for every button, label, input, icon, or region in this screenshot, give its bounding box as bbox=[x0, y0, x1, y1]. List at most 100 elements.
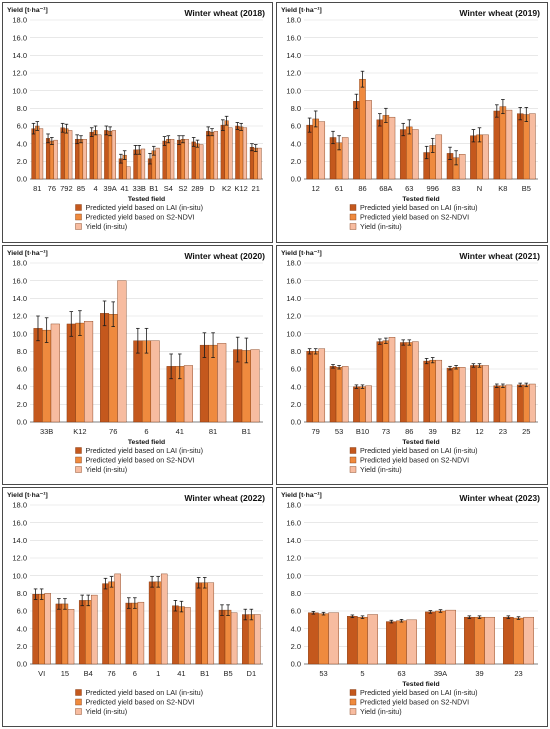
x-tick-label: B4 bbox=[84, 669, 93, 678]
bar-ndvi bbox=[335, 367, 343, 423]
bar-lai bbox=[195, 582, 202, 665]
x-tick-label: N bbox=[477, 184, 482, 193]
legend-label: Yield (in-situ) bbox=[360, 465, 402, 474]
bar-insitu bbox=[217, 343, 227, 423]
bar-ndvi bbox=[61, 603, 69, 665]
legend-item-insitu: Yield (in-situ) bbox=[75, 222, 127, 231]
bar-insitu bbox=[53, 139, 58, 180]
y-tick-label: 10.0 bbox=[12, 329, 27, 338]
bar-ndvi bbox=[93, 130, 98, 180]
bar-ndvi bbox=[523, 114, 530, 180]
y-tick-label: 2.0 bbox=[17, 157, 27, 166]
chart-title: Winter wheat (2019) bbox=[459, 8, 540, 18]
y-tick-label: 2.0 bbox=[291, 642, 301, 651]
bar-lai bbox=[100, 313, 110, 423]
y-tick-label: 14.0 bbox=[286, 51, 301, 60]
x-tick-label: S2 bbox=[178, 184, 187, 193]
y-tick-label: 14.0 bbox=[286, 536, 301, 545]
bar-ndvi bbox=[131, 602, 139, 665]
y-tick-label: 18.0 bbox=[12, 16, 27, 25]
bar-insitu bbox=[318, 348, 326, 423]
bar-lai bbox=[470, 365, 477, 423]
x-axis-label: Tested field bbox=[402, 681, 439, 688]
bar-insitu bbox=[170, 139, 175, 180]
bar-lai bbox=[75, 139, 80, 180]
x-tick-label: D bbox=[209, 184, 215, 193]
y-tick-label: 14.0 bbox=[12, 536, 27, 545]
bar-insitu bbox=[412, 341, 419, 423]
legend-item-insitu: Yield (in-situ) bbox=[75, 707, 127, 716]
x-tick-label: 15 bbox=[61, 669, 69, 678]
bar-insitu bbox=[458, 367, 466, 423]
y-tick-label: 16.0 bbox=[12, 276, 27, 285]
panel-3: Yield [t·ha⁻¹] Winter wheat (2020) 0.0 2.0 4… bbox=[2, 245, 273, 485]
bar-lai bbox=[55, 603, 63, 665]
bar-insitu bbox=[84, 321, 94, 423]
bar-lai bbox=[125, 602, 133, 665]
panel-4: Yield [t·ha⁻¹] Winter wheat (2021) 0.0 2.0 4… bbox=[276, 245, 548, 485]
bar-ndvi bbox=[154, 581, 162, 665]
bar-insitu bbox=[458, 154, 466, 180]
y-tick-label: 10.0 bbox=[286, 86, 301, 95]
x-tick-label: B2 bbox=[452, 427, 461, 436]
y-tick-label: 16.0 bbox=[286, 276, 301, 285]
bar-lai bbox=[162, 140, 167, 180]
legend-swatch bbox=[75, 689, 82, 696]
y-axis-label: Yield [t·ha⁻¹] bbox=[281, 250, 322, 257]
legend-swatch bbox=[349, 689, 357, 696]
bar-ndvi bbox=[513, 617, 524, 665]
legend-swatch bbox=[75, 466, 82, 473]
bar-lai bbox=[493, 385, 501, 423]
bar-lai bbox=[347, 616, 358, 665]
y-tick-label: 18.0 bbox=[286, 259, 301, 268]
bar-insitu bbox=[484, 616, 495, 665]
bar-ndvi bbox=[429, 359, 436, 423]
bar-ndvi bbox=[35, 125, 40, 180]
chart-title: Winter wheat (2023) bbox=[459, 493, 540, 503]
bar-ndvi bbox=[248, 614, 255, 665]
y-tick-label: 12.0 bbox=[12, 554, 27, 563]
panel-6: Yield [t·ha⁻¹] Winter wheat (2023) 0.0 2.0 4… bbox=[276, 487, 548, 727]
y-tick-label: 16.0 bbox=[12, 33, 27, 42]
legend-label: Predicted yield based on LAI (in-situ) bbox=[360, 203, 477, 212]
legend-item-lai: Predicted yield based on LAI (in-situ) bbox=[349, 446, 477, 455]
x-tick-label: 39A bbox=[103, 184, 116, 193]
legend-swatch bbox=[75, 213, 82, 221]
bar-ndvi bbox=[42, 329, 52, 423]
bar-insitu bbox=[184, 607, 191, 665]
y-tick-label: 4.0 bbox=[17, 624, 27, 633]
bar-ndvi bbox=[452, 367, 460, 423]
bar-insitu bbox=[150, 340, 160, 423]
x-tick-label: 289 bbox=[191, 184, 204, 193]
bar-insitu bbox=[250, 349, 260, 423]
legend-label: Predicted yield based on S2-NDVI bbox=[86, 698, 195, 707]
legend-swatch bbox=[349, 223, 357, 230]
bar-lai bbox=[516, 113, 524, 180]
bar-lai bbox=[516, 384, 524, 423]
bar-insitu bbox=[367, 614, 378, 665]
legend-label: Yield (in-situ) bbox=[360, 707, 402, 716]
y-tick-label: 8.0 bbox=[291, 104, 301, 113]
bar-insitu bbox=[111, 130, 116, 180]
bar-insitu bbox=[523, 616, 534, 665]
bar-insitu bbox=[505, 109, 513, 180]
bar-lai bbox=[376, 341, 384, 423]
bar-ndvi bbox=[499, 106, 507, 180]
y-tick-label: 8.0 bbox=[291, 589, 301, 598]
x-axis-label: Tested field bbox=[128, 439, 165, 446]
x-tick-label: 86 bbox=[358, 184, 366, 193]
x-tick-label: 68A bbox=[379, 184, 392, 193]
bar-ndvi bbox=[224, 609, 232, 665]
y-tick-label: 6.0 bbox=[17, 607, 27, 616]
legend-label: Predicted yield based on LAI (in-situ) bbox=[360, 688, 477, 697]
bar-ndvi bbox=[359, 386, 366, 423]
y-tick-label: 14.0 bbox=[12, 294, 27, 303]
bar-ndvi bbox=[474, 616, 485, 665]
legend-label: Predicted yield based on LAI (in-situ) bbox=[86, 688, 203, 697]
bar-insitu bbox=[445, 609, 456, 665]
bar-lai bbox=[60, 127, 65, 180]
bar-ndvi bbox=[359, 78, 366, 180]
legend-item-insitu: Yield (in-situ) bbox=[349, 465, 402, 474]
bar-ndvi bbox=[108, 314, 118, 423]
